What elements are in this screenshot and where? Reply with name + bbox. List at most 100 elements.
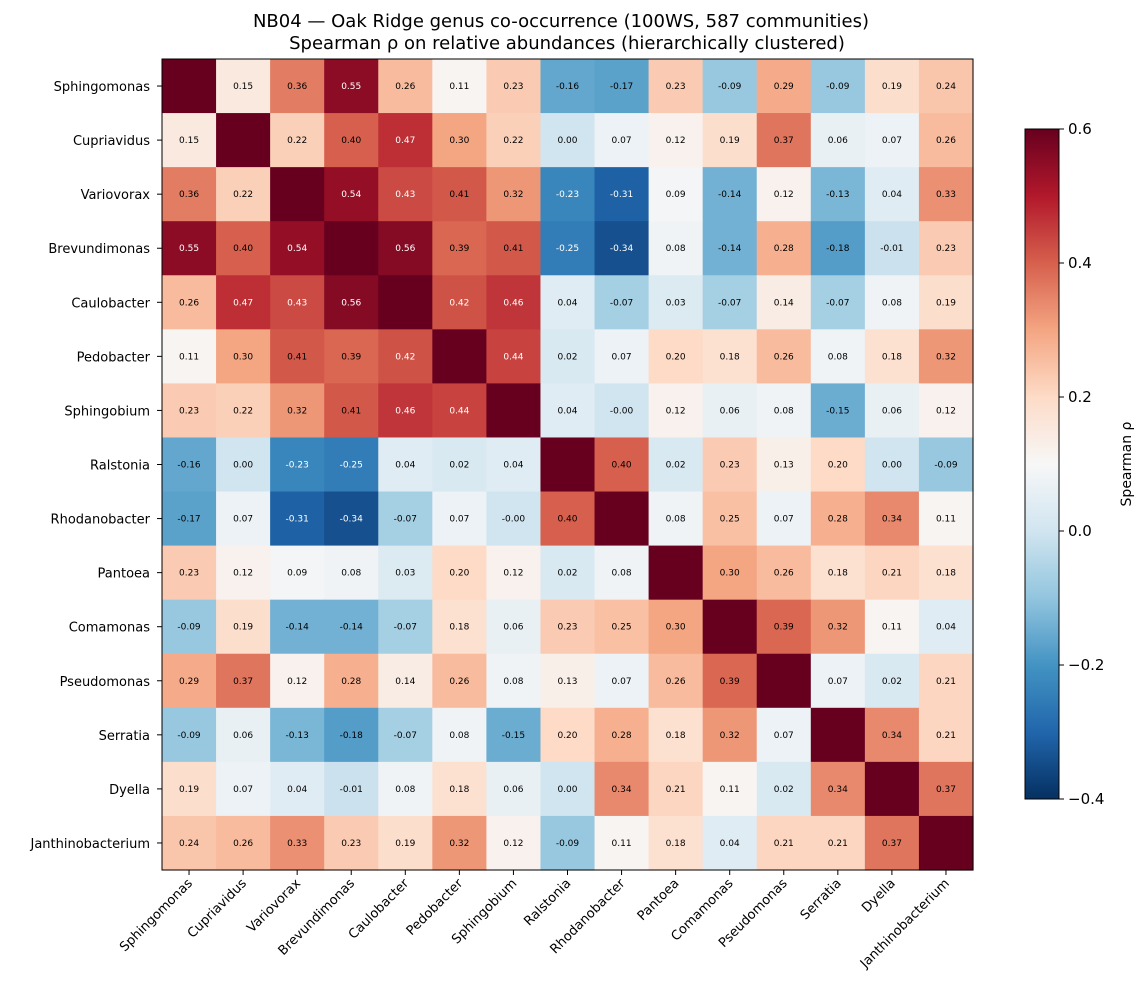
cell-value-label: 0.32 xyxy=(936,352,956,362)
cell-value-label: 0.21 xyxy=(936,731,956,741)
heatmap-cell xyxy=(324,653,379,709)
heatmap-cell-diagonal xyxy=(270,167,325,222)
heatmap-cell xyxy=(918,113,974,168)
heatmap-cell xyxy=(270,383,325,439)
heatmap-cell xyxy=(918,545,974,601)
heatmap-cell xyxy=(594,653,650,709)
heatmap-cell xyxy=(378,113,433,168)
cell-value-label: 0.20 xyxy=(557,731,577,741)
heatmap-cell xyxy=(432,761,487,817)
heatmap-cell xyxy=(756,491,812,547)
heatmap-cell xyxy=(702,275,758,330)
heatmap-cell xyxy=(486,815,542,871)
cell-value-label: 0.37 xyxy=(233,677,253,687)
heatmap-cell-diagonal xyxy=(918,815,974,871)
cell-value-label: -0.00 xyxy=(502,515,526,525)
heatmap-cell xyxy=(216,437,271,493)
cell-value-label: 0.54 xyxy=(341,190,361,200)
cell-value-label: 0.12 xyxy=(666,406,686,416)
heatmap-cell xyxy=(810,113,866,168)
heatmap-cell xyxy=(540,599,596,655)
cell-value-label: -0.09 xyxy=(177,623,201,633)
heatmap-cell xyxy=(216,167,271,222)
heatmap-cell xyxy=(486,653,542,709)
heatmap-cell xyxy=(270,545,325,601)
heatmap-cell xyxy=(162,437,217,493)
cell-value-label: 0.19 xyxy=(720,136,740,146)
cell-value-label: -0.09 xyxy=(934,461,958,471)
x-tick-labels: SphingomonasCupriavidusVariovoraxBrevund… xyxy=(117,870,953,972)
cell-value-label: 0.04 xyxy=(557,298,577,308)
cell-value-label: 0.00 xyxy=(557,136,577,146)
colorbar-tick-label: 0.0 xyxy=(1068,522,1092,540)
cell-value-label: 0.11 xyxy=(720,785,740,795)
cell-value-label: -0.18 xyxy=(826,244,850,254)
heatmap-cell xyxy=(378,815,433,871)
heatmap-cell xyxy=(162,599,217,655)
cell-value-label: 0.20 xyxy=(666,352,686,362)
cell-value-label: 0.23 xyxy=(503,82,523,92)
y-tick-label: Dyella xyxy=(109,783,150,798)
heatmap-cell xyxy=(432,113,487,168)
heatmap-cell xyxy=(216,599,271,655)
y-tick-label: Cupriavidus xyxy=(73,134,150,149)
heatmap-cell xyxy=(756,761,812,817)
heatmap-cell xyxy=(540,113,596,168)
heatmap-cell xyxy=(324,329,379,384)
heatmap-cell xyxy=(810,221,866,276)
heatmap-cell xyxy=(702,545,758,601)
cell-value-label: 0.34 xyxy=(882,515,902,525)
cell-value-label: 0.26 xyxy=(774,352,794,362)
heatmap-cell xyxy=(648,113,704,168)
heatmap-cell xyxy=(378,599,433,655)
cell-value-label: 0.12 xyxy=(936,406,956,416)
heatmap-cell xyxy=(756,329,812,384)
cell-value-label: -0.09 xyxy=(718,82,742,92)
heatmap-cell xyxy=(540,545,596,601)
heatmap-cell xyxy=(432,653,487,709)
cell-value-label: 0.40 xyxy=(341,136,361,146)
cell-value-label: -0.14 xyxy=(286,623,310,633)
cell-value-label: 0.02 xyxy=(666,461,686,471)
heatmap-cell xyxy=(162,653,217,709)
cell-value-label: 0.14 xyxy=(774,298,794,308)
cell-value-label: 0.08 xyxy=(666,515,686,525)
heatmap-cell xyxy=(810,275,866,330)
cell-value-label: 0.18 xyxy=(882,352,902,362)
heatmap-cell xyxy=(540,167,596,222)
cell-value-label: 0.34 xyxy=(612,785,632,795)
cell-value-label: 0.40 xyxy=(557,515,577,525)
cell-value-label: 0.28 xyxy=(612,731,632,741)
heatmap-cell xyxy=(756,167,812,222)
heatmap-cell-diagonal xyxy=(756,653,812,709)
heatmap-cell xyxy=(162,329,217,384)
heatmap-cell xyxy=(378,761,433,817)
cell-value-label: 0.44 xyxy=(503,352,523,362)
heatmap-cell xyxy=(594,383,650,439)
cell-value-label: -0.14 xyxy=(718,244,742,254)
cell-value-label: 0.29 xyxy=(774,82,794,92)
heatmap-cell xyxy=(216,815,271,871)
cell-value-label: -0.16 xyxy=(177,461,201,471)
heatmap-cell xyxy=(648,491,704,547)
cell-value-label: -0.31 xyxy=(286,515,309,525)
cell-value-label: 0.18 xyxy=(666,731,686,741)
cell-value-label: 0.32 xyxy=(720,731,740,741)
heatmap-cell xyxy=(432,221,487,276)
cell-value-label: 0.11 xyxy=(449,82,469,92)
y-tick-label: Serratia xyxy=(99,729,150,744)
cell-value-label: 0.19 xyxy=(395,839,415,849)
cell-value-label: 0.08 xyxy=(503,677,523,687)
cell-value-label: 0.36 xyxy=(287,82,307,92)
heatmap-cell xyxy=(540,383,596,439)
x-tick-label: Janthinobacterium xyxy=(857,876,953,972)
heatmap-cell xyxy=(864,59,920,114)
cell-value-label: 0.56 xyxy=(341,298,361,308)
heatmap-cell xyxy=(594,545,650,601)
y-tick-labels: Sphingomonas Cupriavidus Variovorax Brevund… xyxy=(29,80,162,852)
cell-value-label: 0.12 xyxy=(666,136,686,146)
cell-value-label: 0.26 xyxy=(233,839,253,849)
heatmap-cell xyxy=(162,815,217,871)
heatmap-cell xyxy=(810,59,866,114)
cell-value-label: 0.30 xyxy=(449,136,469,146)
